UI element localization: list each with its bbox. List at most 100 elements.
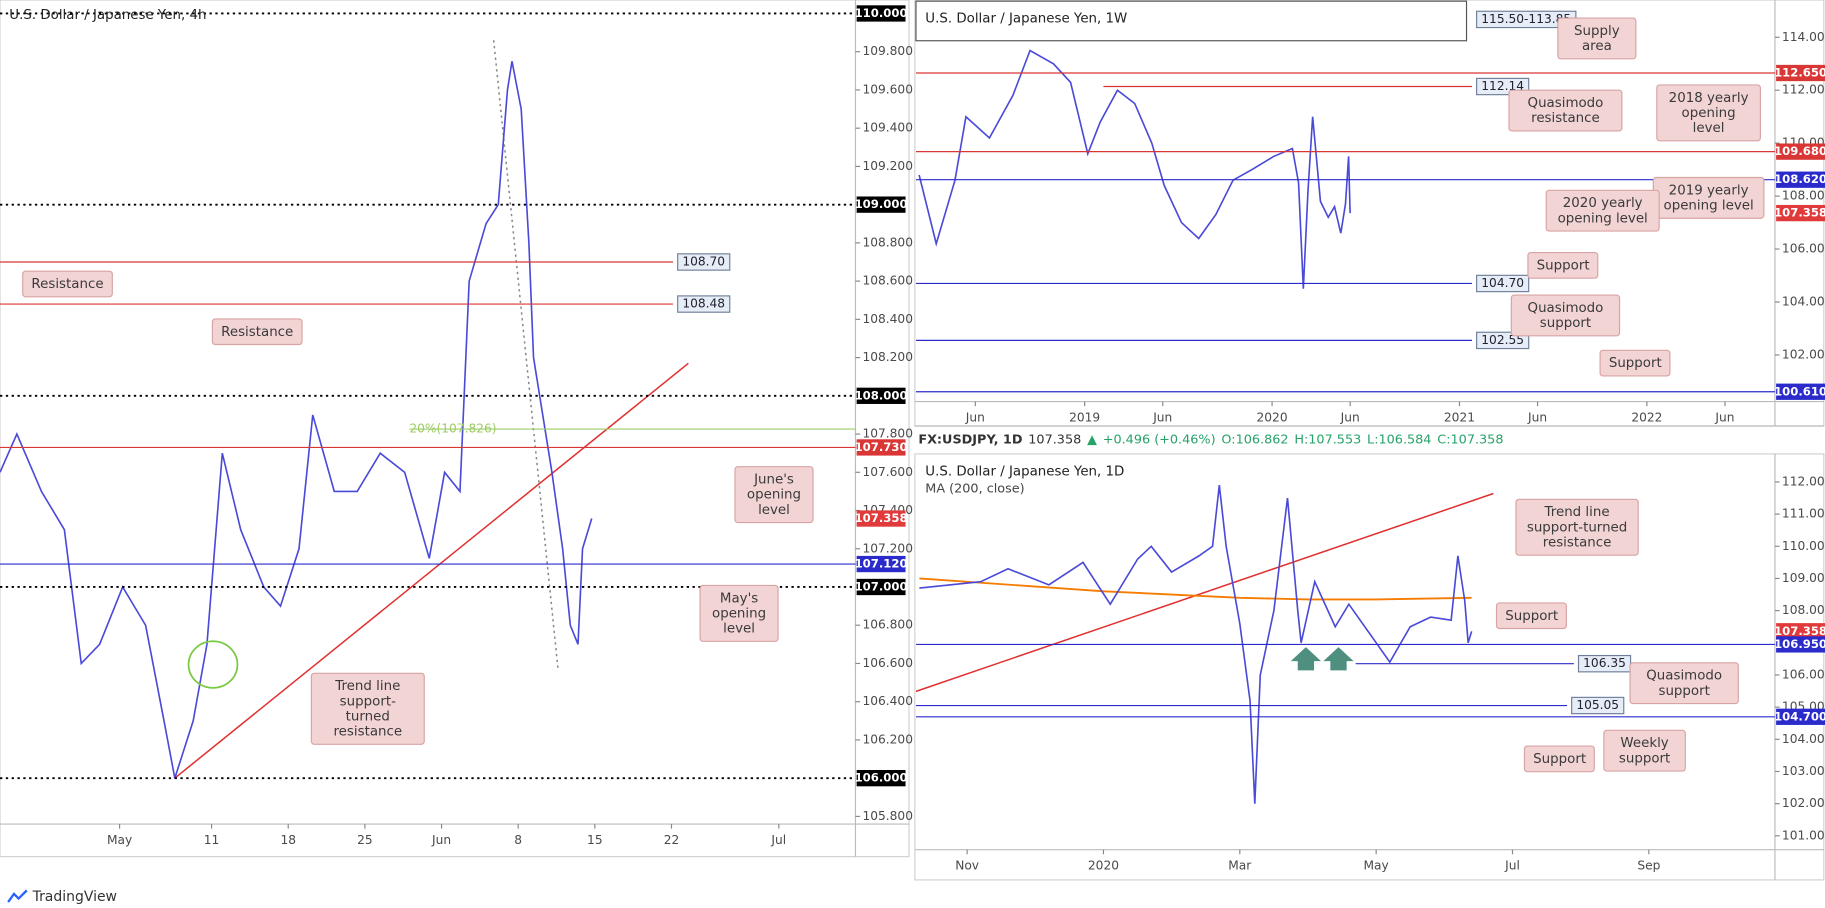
x-tick-label: 15 — [587, 833, 603, 847]
callout: Support — [1495, 602, 1568, 630]
ma-line — [919, 577, 1472, 601]
callout: Supply area — [1557, 17, 1637, 60]
level-label: 106.35 — [1583, 656, 1626, 670]
up-icon: ▲ — [1087, 431, 1097, 447]
change: +0.496 (+0.46%) — [1102, 431, 1216, 447]
y-tick-label: 104.000 — [1782, 732, 1825, 746]
symbol-header: FX:USDJPY, 1D 107.358 ▲ +0.496 (+0.46%) … — [918, 432, 1503, 447]
plot-area — [0, 12, 856, 780]
price-line — [918, 49, 1351, 289]
ohlc: O:106.862 — [1221, 431, 1289, 447]
y-tick-label: 106.000 — [1782, 242, 1825, 256]
x-tick-label: Jun — [1527, 410, 1547, 424]
y-tick-label: 107.800 — [862, 427, 913, 441]
y-tick-label: 106.600 — [862, 656, 913, 670]
x-tick-label: 18 — [280, 833, 296, 847]
x-tick-label: 2021 — [1444, 410, 1475, 424]
x-tick-label: 22 — [664, 833, 680, 847]
ohlc: C:107.358 — [1437, 431, 1504, 447]
axis-level-box — [1776, 143, 1825, 160]
chart-subtitle: MA (200, close) — [925, 481, 1024, 496]
trend-line — [915, 492, 1494, 693]
axis-level-box — [1776, 636, 1825, 653]
y-tick-label: 108.000 — [1782, 189, 1825, 203]
axis-level-box — [1776, 708, 1825, 725]
y-tick-label: 102.000 — [1782, 796, 1825, 810]
axis-level-box — [856, 510, 906, 527]
callout: 2018 yearly opening level — [1656, 84, 1761, 142]
axis-level-box — [1776, 623, 1825, 640]
axis-level-box — [856, 196, 906, 213]
axis-level-box — [1776, 171, 1825, 188]
axis-level-label: 109.680 — [1774, 144, 1825, 158]
x-tick-label: Mar — [1228, 858, 1252, 872]
axis-level-box — [856, 555, 906, 573]
y-tick-label: 109.600 — [862, 82, 913, 96]
callout: Support — [1527, 251, 1599, 279]
level-label: 105.05 — [1576, 698, 1619, 712]
chart-title: U.S. Dollar / Japanese Yen, 1W — [925, 12, 1127, 27]
trend-line — [492, 40, 559, 670]
axis-level-box — [1776, 64, 1825, 82]
level-label: 102.55 — [1481, 333, 1524, 347]
y-tick-label: 109.800 — [862, 44, 913, 58]
y-tick-label: 109.000 — [1782, 571, 1825, 585]
callout: Resistance — [22, 270, 113, 298]
level-label: 108.48 — [682, 297, 725, 311]
x-tick-label: Jun — [1340, 410, 1360, 424]
x-tick-label: May — [107, 833, 132, 847]
callout: Support — [1599, 349, 1672, 377]
y-tick-label: 108.200 — [862, 350, 913, 364]
callout: Support — [1523, 745, 1596, 773]
x-tick-label: Jun — [1714, 410, 1734, 424]
arrow-up — [1323, 647, 1354, 671]
chart-title: U.S. Dollar / Japanese Yen, 1D — [925, 464, 1124, 479]
price-line — [0, 61, 593, 779]
axis-level-box — [856, 439, 906, 456]
y-tick-label: 106.000 — [1782, 667, 1825, 681]
axis-level-label: 100.610 — [1774, 384, 1825, 398]
y-tick-label: 106.200 — [862, 732, 913, 746]
x-tick-label: Jun — [1152, 410, 1172, 424]
axis-level-label: 112.650 — [1774, 66, 1825, 80]
axis-level-box — [856, 387, 906, 404]
y-tick-label: 114.000 — [1782, 30, 1825, 44]
ohlc: L:106.584 — [1367, 431, 1432, 447]
logo — [7, 889, 28, 903]
y-tick-label: 105.800 — [862, 809, 913, 823]
x-tick-label: 25 — [357, 833, 373, 847]
y-tick-label: 108.000 — [1782, 603, 1825, 617]
plot-area — [915, 485, 1775, 804]
x-tick-label: 2020 — [1088, 858, 1119, 872]
x-tick-label: Jul — [770, 833, 786, 847]
y-tick-label: 103.000 — [1782, 764, 1825, 778]
axis-level-label: 107.358 — [1774, 206, 1825, 220]
title-box — [915, 0, 1468, 42]
y-tick-label: 112.000 — [1782, 83, 1825, 97]
axis-level-box — [856, 5, 906, 22]
axis-level-label: 108.620 — [1774, 172, 1825, 186]
callout: Quasimodo support — [1510, 294, 1621, 337]
y-tick-label: 107.600 — [862, 465, 913, 479]
symbol: FX:USDJPY, 1D — [918, 431, 1023, 447]
chart-title: U.S. Dollar / Japanese Yen, 4h — [9, 8, 206, 23]
y-tick-label: 112.000 — [1782, 474, 1825, 488]
axis-level-box — [856, 578, 906, 596]
y-tick-label: 102.000 — [1782, 347, 1825, 361]
y-tick-label: 107.200 — [862, 541, 913, 555]
x-tick-label: 2020 — [1257, 410, 1288, 424]
axis-level-label: 110.000 — [855, 6, 908, 20]
x-tick-label: 11 — [204, 833, 220, 847]
level-box — [677, 295, 731, 313]
y-tick-label: 106.400 — [862, 694, 913, 708]
callout: 2020 yearly opening level — [1545, 189, 1660, 232]
arrow-up — [1290, 647, 1322, 671]
level-label: 108.70 — [682, 254, 725, 268]
axis-level-box — [1776, 204, 1825, 222]
y-tick-label: 101.000 — [1782, 828, 1825, 842]
x-tick-label: Jun — [431, 833, 451, 847]
level-box — [1571, 696, 1625, 715]
y-tick-label: 108.800 — [862, 235, 913, 249]
x-tick-label: 2019 — [1069, 410, 1100, 424]
axis-level-label: 107.730 — [855, 440, 908, 454]
